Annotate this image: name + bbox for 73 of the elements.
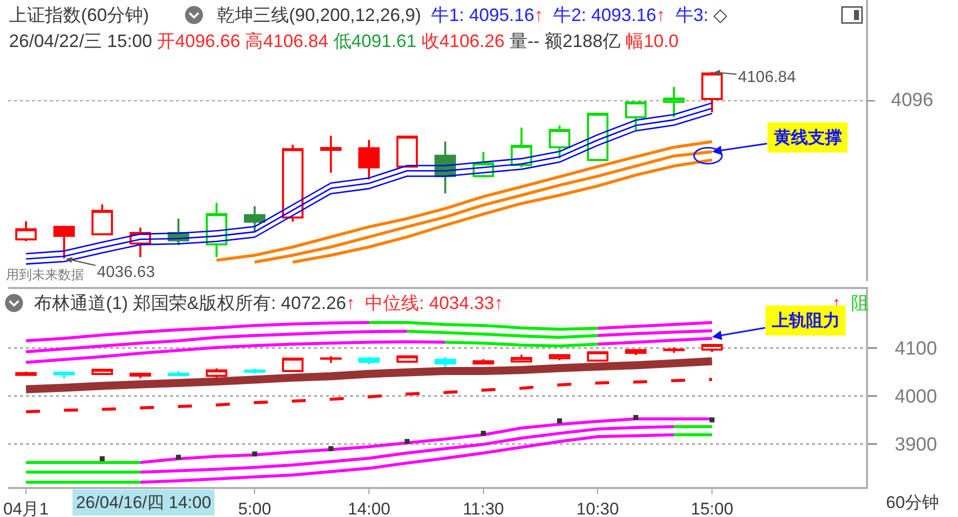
point	[633, 414, 638, 420]
text: 4036.63	[97, 264, 155, 281]
annotation: ↑	[494, 293, 504, 313]
text: ↑	[656, 5, 666, 25]
x-tick-label: 14:00	[348, 499, 390, 517]
ref-line-label: 4096	[891, 90, 934, 111]
candlestick	[320, 134, 342, 174]
x-tick-label: 5:00	[238, 499, 272, 517]
annotation: ↑	[346, 293, 356, 313]
candlestick	[548, 124, 570, 160]
text: ◇	[713, 5, 728, 25]
candlestick	[625, 349, 647, 356]
line-series	[368, 321, 600, 331]
x-tick-label: 11:30	[462, 499, 504, 517]
point	[252, 451, 258, 456]
point	[328, 446, 334, 452]
line-series	[138, 425, 676, 474]
text: 牛2: 4093.16	[553, 5, 656, 25]
annotation: 上轨阻力	[771, 311, 840, 330]
candlestick	[548, 353, 570, 362]
text: 额2188亿	[544, 31, 621, 51]
candlestick	[206, 367, 228, 380]
candlestick	[244, 205, 266, 234]
chart-subtitle: 乾坤三线(90,200,12,26,9)	[217, 5, 422, 25]
candlestick	[53, 225, 75, 260]
point	[480, 430, 486, 436]
text: 用到未来数据	[6, 267, 84, 282]
text: 收4106.26	[421, 31, 504, 51]
candlestick	[15, 220, 37, 242]
candlestick	[358, 139, 380, 180]
y-tick-label: 4000	[894, 386, 938, 408]
text: ↑	[534, 5, 544, 25]
text: 60分钟	[886, 493, 939, 512]
candlestick	[91, 204, 113, 236]
y-tick-label: 3900	[894, 434, 938, 456]
point	[710, 417, 715, 422]
candlestick	[625, 100, 647, 131]
point	[557, 418, 562, 424]
y-tick-label: 4100	[894, 338, 938, 360]
candlestick	[663, 86, 685, 118]
text: 牛1: 4095.16	[431, 5, 534, 25]
x-tick-label: 10:30	[576, 499, 619, 517]
x-tick-label: 15:00	[690, 499, 734, 517]
text: 26/04/22/三 15:00	[9, 31, 152, 51]
text: 26/04/16/四 14:00	[76, 493, 212, 512]
candlestick	[396, 355, 418, 363]
text: 低4091.61	[333, 31, 416, 51]
text: 阻	[851, 293, 869, 313]
annotation: 郑国荣&版权所有: 4072.26	[133, 293, 346, 313]
point	[404, 438, 410, 444]
point	[100, 456, 105, 462]
candlestick	[53, 372, 75, 380]
chart-title: 布林通道(1)	[34, 293, 128, 313]
candlestick	[282, 144, 304, 223]
line-series	[138, 433, 676, 484]
candlestick	[510, 354, 532, 363]
x-tick-label: 04月1	[3, 499, 49, 517]
line-series	[406, 330, 600, 339]
text: 牛3:	[675, 5, 708, 25]
text: 量--	[510, 31, 540, 51]
text: 幅10.0	[626, 31, 679, 51]
candlestick	[472, 358, 494, 364]
candlestick	[282, 356, 304, 373]
text: 黄线支撑	[773, 128, 842, 147]
text: 4106.84	[738, 69, 796, 86]
annotation: 中位线: 4034.33	[365, 293, 494, 313]
candlestick	[701, 71, 723, 114]
candlestick	[586, 351, 608, 362]
candlestick	[396, 136, 418, 168]
chart-title: 上证指数(60分钟)	[9, 5, 150, 25]
text: 高4106.84	[245, 31, 328, 51]
text: 开4096.66	[157, 31, 240, 51]
point	[176, 454, 181, 460]
